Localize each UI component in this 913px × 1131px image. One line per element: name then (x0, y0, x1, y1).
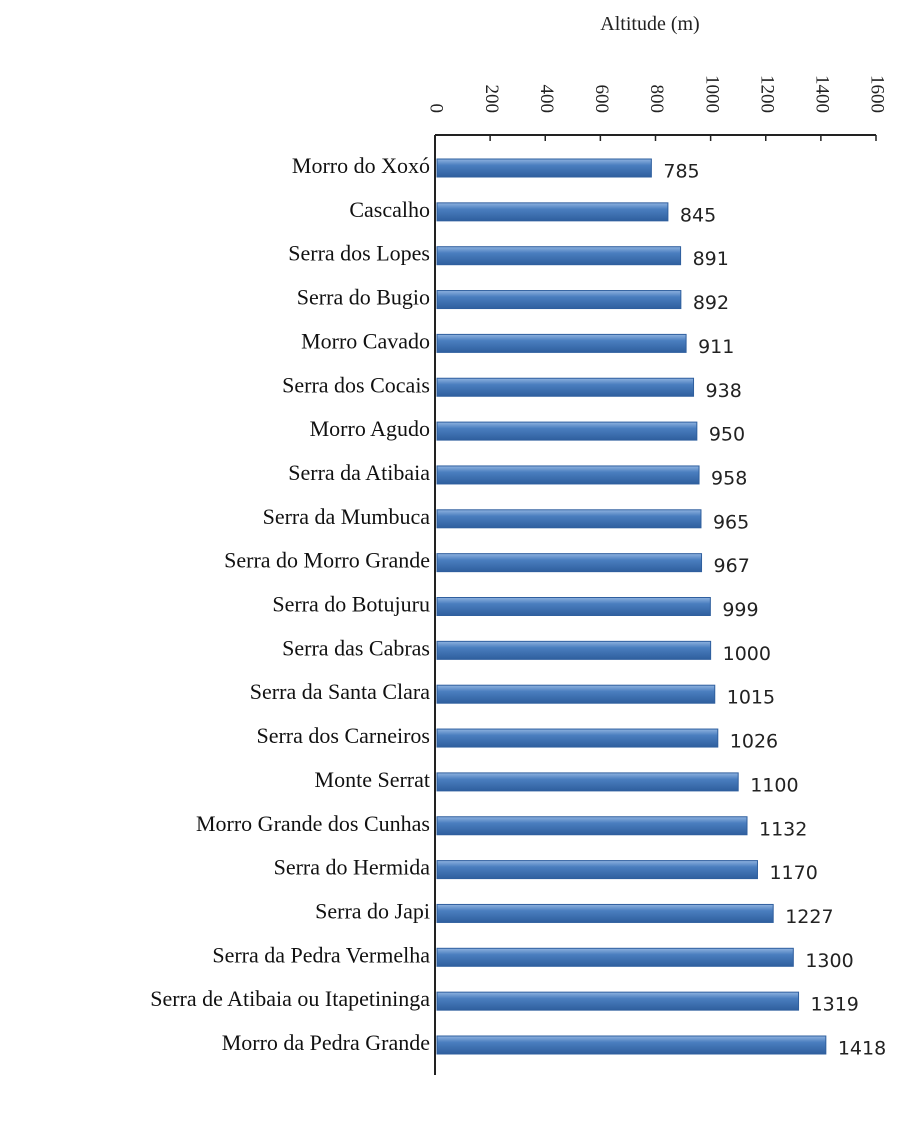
x-tick-label: 0 (426, 104, 447, 114)
bar (436, 772, 739, 792)
bar (436, 947, 794, 967)
value-label: 785 (663, 161, 699, 183)
bar (436, 509, 702, 529)
bar (436, 158, 652, 178)
value-label: 892 (693, 292, 729, 314)
category-label: Serra de Atibaia ou Itapetininga (150, 986, 430, 1011)
bar (436, 377, 695, 397)
value-label: 999 (722, 599, 758, 621)
value-label: 1026 (730, 731, 778, 753)
bar (436, 1035, 827, 1055)
value-label: 958 (711, 467, 747, 489)
value-label: 1170 (769, 862, 817, 884)
value-label: 938 (706, 380, 742, 402)
category-label: Monte Serrat (315, 767, 430, 792)
bar (436, 991, 800, 1011)
x-tick-label: 200 (481, 85, 502, 114)
value-label: 1418 (838, 1038, 886, 1060)
x-tick-label: 1200 (756, 75, 777, 113)
bar (436, 421, 698, 441)
bar (436, 202, 669, 222)
x-tick-label: 1000 (701, 75, 722, 113)
category-label: Serra dos Carneiros (256, 723, 430, 748)
value-label: 911 (698, 336, 734, 358)
bar (436, 246, 682, 266)
bar (436, 465, 700, 485)
category-label: Serra da Santa Clara (250, 679, 430, 704)
category-label: Serra do Botujuru (272, 592, 430, 617)
bar (436, 728, 719, 748)
bar (436, 333, 687, 353)
bar (436, 903, 774, 923)
category-label: Morro da Pedra Grande (222, 1030, 430, 1055)
x-tick-label: 1600 (867, 75, 888, 113)
category-label: Serra do Hermida (274, 855, 431, 880)
value-label: 1319 (811, 994, 859, 1016)
value-label: 967 (714, 555, 750, 577)
value-label: 1132 (759, 818, 807, 840)
category-label: Serra dos Cocais (282, 372, 430, 397)
category-label: Serra da Pedra Vermelha (212, 942, 430, 967)
bar (436, 816, 748, 836)
value-label: 845 (680, 204, 716, 226)
axis-title: Altitude (m) (600, 13, 699, 35)
category-label: Serra dos Lopes (288, 241, 430, 266)
bar (436, 860, 758, 880)
category-label: Serra do Bugio (297, 285, 430, 310)
x-tick-label: 400 (536, 85, 557, 114)
value-label: 1300 (805, 950, 853, 972)
value-label: 1000 (723, 643, 771, 665)
x-tick-label: 600 (591, 85, 612, 114)
category-label: Serra da Atibaia (288, 460, 430, 485)
value-label: 965 (713, 511, 749, 533)
value-label: 1100 (750, 774, 798, 796)
value-label: 1015 (727, 687, 775, 709)
category-label: Serra do Japi (315, 898, 430, 923)
category-label: Serra das Cabras (282, 635, 430, 660)
value-label: 1227 (785, 906, 833, 928)
category-label: Cascalho (349, 197, 430, 222)
category-label: Morro do Xoxó (292, 153, 430, 178)
category-label: Serra da Mumbuca (263, 504, 431, 529)
bar (436, 684, 716, 704)
bar (436, 597, 711, 616)
value-label: 950 (709, 424, 745, 446)
x-tick-label: 800 (646, 85, 667, 114)
category-label: Morro Agudo (310, 416, 430, 441)
category-label: Morro Grande dos Cunhas (196, 811, 430, 836)
bar (436, 290, 682, 310)
category-label: Serra do Morro Grande (224, 548, 430, 573)
category-label: Morro Cavado (301, 328, 430, 353)
bar (436, 553, 703, 573)
bar (436, 640, 712, 660)
x-tick-label: 1400 (812, 75, 833, 113)
value-label: 891 (693, 248, 729, 270)
